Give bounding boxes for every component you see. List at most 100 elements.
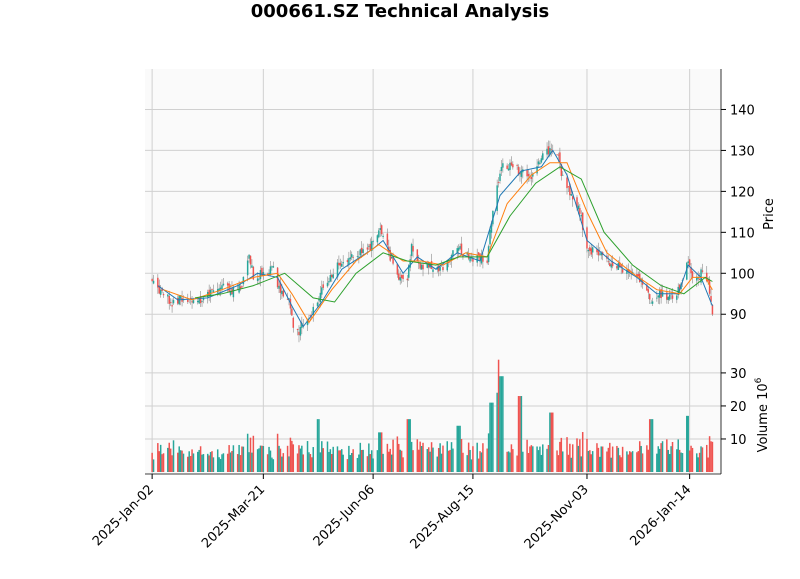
volume-bar [577,445,580,472]
candle-body [476,255,478,263]
volume-bar [282,453,285,472]
candle-body [537,161,540,165]
volume-bar [452,448,454,472]
volume-bar [296,453,299,472]
candle-body [600,252,602,256]
candle-body [272,266,275,268]
candle-body [650,302,652,304]
volume-bar [708,436,711,472]
candle-body [668,294,671,300]
candle-body [322,284,324,288]
price-y-tick-label: 100 [730,267,755,282]
candle-body [586,227,588,249]
candle-body [222,283,225,286]
volume-bar [532,446,534,472]
volume-bar [576,438,578,472]
volume-bar [206,453,209,472]
volume-bar [338,450,340,472]
candle-body [358,256,360,258]
candle-body [599,253,601,255]
moving-average-line-3 [194,166,713,303]
volume-bar [648,419,651,472]
volume-bar [279,448,282,472]
candle-body [278,285,280,289]
candle-body [402,274,404,280]
volume-bar [482,443,484,472]
volume-bar [312,447,314,472]
volume-bar [457,425,460,472]
volume-bar [711,441,714,472]
candle-body [286,298,289,300]
volume-bar [412,450,414,472]
candle-body [576,197,578,208]
volume-bar [426,449,429,472]
volume-bar [336,446,339,472]
volume-bar [522,451,524,472]
volume-bar [450,442,453,472]
candle-body [549,148,551,156]
volume-bar [698,452,701,472]
volume-bar [262,446,265,472]
volume-bar [559,441,561,472]
volume-bar [276,433,279,472]
volume-bar [580,456,583,472]
volume-bar [540,454,543,472]
candle-body [376,235,379,243]
volume-bar [556,450,558,472]
volume-bar [422,442,424,472]
volume-bar [286,445,289,472]
candle-body [157,277,159,288]
volume-bar [601,446,604,472]
volume-bar [599,456,601,472]
candle-body [258,278,260,280]
candle-body [226,283,229,286]
volume-bar [389,448,391,472]
candle-body [249,255,252,265]
candle-body [707,279,709,282]
volume-bar [278,445,280,472]
candle-body [698,278,701,281]
volume-bar [181,450,183,472]
volume-bar [631,451,634,472]
volume-bar [311,457,313,472]
volume-bar [547,445,550,472]
candle-body [279,282,282,293]
candle-body [366,247,369,250]
candle-body [187,299,189,302]
candle-body [198,298,200,304]
candle-body [281,290,283,295]
volume-bar [161,454,163,472]
volume-bar [246,433,249,472]
candle-body [419,262,421,269]
candle-body [540,158,543,163]
candle-body [506,165,508,169]
candle-body [656,297,658,299]
volume-bar [399,449,401,472]
candle-body [607,261,610,263]
volume-bar [299,448,302,472]
candle-body [329,275,332,282]
volume-bar [569,443,571,472]
volume-bar [152,459,155,472]
volume-bar [376,450,379,472]
candle-body [299,326,302,336]
volume-bar [567,454,570,472]
candle-body [338,262,340,266]
volume-bar [308,452,310,472]
volume-bar [218,457,220,472]
volume-bar [586,438,588,472]
volume-bar [168,442,170,472]
candle-body [212,290,215,292]
candle-body [566,177,568,189]
volume-bar [701,447,704,472]
volume-bar [420,445,423,472]
candle-body [408,265,410,278]
volume-bar [429,451,431,472]
x-ticks: 2025-Jan-02 2025-Mar-21 2025-Jun-06 2025-Au… [90,474,694,552]
volume-bar [179,450,182,472]
volume-bar [611,446,614,472]
volume-bar [392,439,394,472]
volume-bar [581,432,584,472]
candle-body [191,301,193,303]
volume-bar [151,452,153,472]
